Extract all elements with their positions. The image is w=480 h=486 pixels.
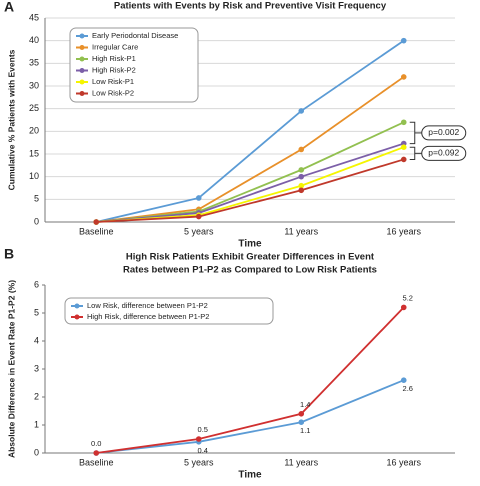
value-label: 2.6 [403, 384, 413, 393]
legend-label: Low Risk-P1 [92, 77, 134, 86]
y-tick-label: 6 [34, 279, 39, 289]
y-tick-label: 4 [34, 335, 39, 345]
legend-marker [79, 68, 85, 73]
point [93, 219, 100, 225]
x-tick-label: 16 years [386, 457, 421, 467]
point [298, 419, 305, 426]
point [400, 144, 407, 150]
value-label: 5.2 [403, 293, 413, 302]
series-line [96, 39, 405, 223]
y-tick-label: 0 [34, 216, 39, 226]
y-tick-label: 0 [34, 447, 39, 457]
series-line [96, 121, 405, 223]
legend-marker [74, 314, 80, 320]
x-tick-label: 16 years [386, 226, 421, 236]
legend-box [69, 27, 199, 103]
series-line [96, 306, 405, 454]
legend-label: High Risk-P1 [92, 54, 136, 63]
point [400, 37, 407, 44]
annotation: p=0.092 [428, 148, 459, 158]
y-tick-label: 45 [29, 12, 39, 22]
point [400, 377, 407, 384]
point [400, 304, 407, 311]
y-tick-label: 10 [29, 171, 39, 181]
legend-marker [79, 91, 85, 96]
point [400, 74, 407, 80]
legend-label: High Risk-P2 [92, 65, 136, 74]
legend-label: Irregular Care [92, 42, 138, 51]
legend-marker [74, 303, 80, 309]
legend-label: Early Periodontal Disease [92, 31, 178, 40]
legend-marker [79, 45, 85, 50]
value-label: 0.5 [198, 425, 208, 434]
x-tick-label: Baseline [79, 457, 114, 467]
point [93, 450, 100, 456]
series-line [96, 142, 405, 223]
series-line [96, 379, 405, 454]
y-tick-label: 20 [29, 126, 39, 136]
legend-marker [79, 33, 85, 39]
point [298, 146, 305, 153]
point [298, 411, 305, 417]
x-tick-label: 11 years [284, 457, 318, 467]
y-tick-label: 15 [29, 148, 39, 158]
point [195, 195, 202, 201]
legend-label: Low Risk-P2 [92, 88, 134, 97]
y-tick-label: 30 [29, 80, 39, 90]
annotation-box [421, 125, 467, 141]
legend-marker [79, 56, 85, 62]
legend-box [64, 297, 274, 325]
annotation: p=0.002 [428, 127, 459, 137]
bracket [409, 146, 416, 160]
value-label: 1.4 [300, 400, 310, 409]
chart-title: Patients with Events by Risk and Prevent… [114, 1, 387, 12]
bracket [409, 121, 416, 145]
point [298, 182, 305, 189]
x-tick-label: 5 years [184, 457, 214, 467]
y-tick-label: 40 [29, 35, 39, 45]
y-tick-label: 5 [34, 307, 39, 317]
chart-title: High Risk Patients Exhibit Greater Diffe… [126, 252, 375, 263]
y-tick-label: 2 [34, 391, 39, 401]
y-tick-label: 3 [34, 363, 39, 373]
series-line [96, 76, 405, 223]
legend-marker [79, 79, 85, 85]
panel-label: A [4, 0, 14, 15]
point [400, 156, 407, 163]
point [195, 436, 202, 442]
x-tick-label: 5 years [184, 226, 214, 236]
value-label: 0.0 [91, 439, 101, 448]
point [298, 167, 305, 173]
panel-label: B [4, 246, 14, 262]
point [195, 213, 202, 220]
legend-label: High Risk, difference between P1-P2 [87, 312, 209, 321]
y-axis-title: Absolute Difference in Event Rate P1-P2 … [6, 280, 16, 458]
y-axis-title: Cumulative % Patients with Events [6, 49, 16, 190]
x-tick-label: 11 years [284, 226, 318, 236]
point [298, 187, 305, 194]
point [298, 173, 305, 180]
x-tick-label: Baseline [79, 226, 114, 236]
legend-label: Low Risk, difference between P1-P2 [87, 301, 208, 310]
chart-title: Rates between P1-P2 as Compared to Low R… [123, 265, 377, 276]
value-label: 0.4 [198, 446, 208, 455]
point [298, 108, 305, 114]
y-tick-label: 5 [34, 194, 39, 204]
series-line [96, 158, 405, 223]
x-axis-title: Time [238, 239, 262, 250]
y-tick-label: 1 [34, 419, 39, 429]
y-tick-label: 35 [29, 58, 39, 68]
y-tick-label: 25 [29, 103, 39, 113]
value-label: 1.1 [300, 426, 310, 435]
annotation-box [421, 145, 467, 161]
point [400, 119, 407, 126]
x-axis-title: Time [238, 470, 262, 481]
